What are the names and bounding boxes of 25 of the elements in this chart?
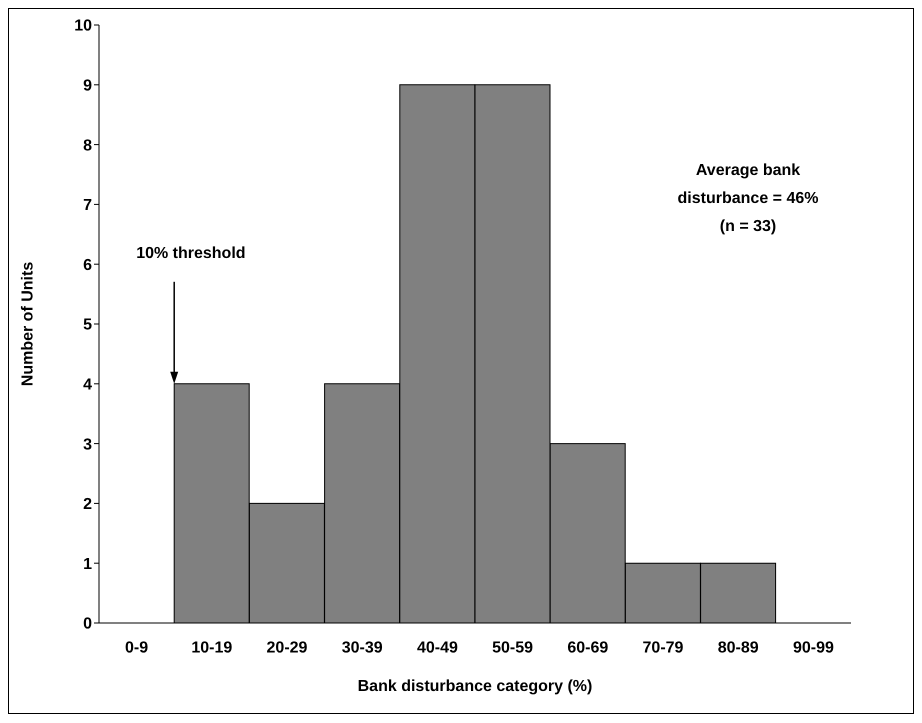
x-tick-label: 0-9 (125, 639, 148, 656)
annotation: 10% threshold (136, 244, 246, 262)
x-tick-label: 20-29 (266, 639, 308, 656)
x-tick-label: 30-39 (342, 639, 383, 656)
y-tick-label: 0 (83, 616, 92, 633)
x-tick-label: 50-59 (492, 639, 534, 656)
x-tick-label: 10-19 (191, 639, 232, 656)
x-tick-label: 40-49 (416, 639, 458, 656)
x-tick-label: 80-89 (718, 639, 759, 656)
y-tick-label: 4 (83, 376, 92, 394)
y-tick-label: 6 (83, 256, 92, 274)
y-tick-label: 10 (74, 18, 92, 35)
y-tick-label: 8 (83, 137, 92, 154)
x-axis-title: Bank disturbance category (%) (358, 678, 592, 695)
y-tick-label: 5 (83, 316, 92, 334)
y-tick-label: 2 (83, 496, 92, 514)
y-axis-title: Number of Units (20, 262, 37, 386)
x-tick-label: 60-69 (567, 639, 608, 656)
y-tick-label: 9 (83, 77, 92, 94)
annotation: Average bank disturbance = 46% (n = 33) (676, 160, 820, 237)
y-tick-label: 7 (83, 197, 92, 214)
x-tick-label: 70-79 (642, 639, 684, 656)
x-tick-label: 90-99 (792, 639, 834, 656)
y-tick-label: 3 (83, 436, 92, 454)
y-tick-label: 1 (83, 556, 92, 573)
